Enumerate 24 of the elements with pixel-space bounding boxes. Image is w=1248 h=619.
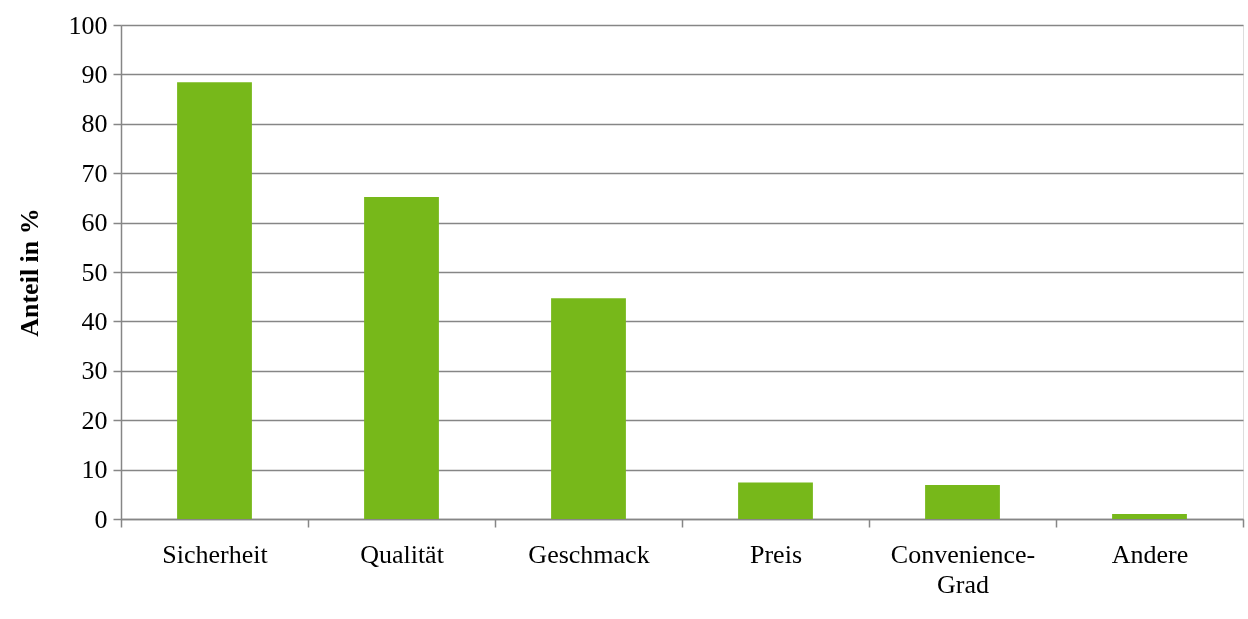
x-tick-label: Convenience-Grad	[890, 539, 1036, 599]
y-tick-label: 40	[81, 306, 108, 336]
x-tick-label: Sicherheit	[162, 539, 269, 569]
y-tick-label: 70	[81, 158, 108, 188]
x-tick-label: Geschmack	[528, 539, 650, 569]
y-tick-label: 0	[94, 504, 108, 534]
bar	[738, 482, 813, 519]
y-tick-label: 90	[81, 59, 108, 89]
x-tick-label: Andere	[1111, 539, 1189, 569]
x-tick-label: Qualität	[360, 539, 445, 569]
y-axis-title: Anteil in %	[14, 208, 44, 337]
bar	[177, 82, 252, 519]
bar	[925, 484, 1000, 519]
y-tick-label: 20	[81, 405, 108, 435]
y-tick-label: 100	[68, 10, 108, 40]
x-tick-label: Preis	[750, 539, 802, 569]
y-tick-label: 10	[81, 455, 108, 485]
bar	[1112, 514, 1187, 519]
bar	[551, 298, 626, 519]
y-tick-label: 50	[81, 257, 108, 287]
y-tick-label: 60	[81, 208, 108, 238]
bar	[364, 196, 439, 519]
y-tick-label: 30	[81, 356, 108, 386]
y-tick-label: 80	[81, 109, 108, 139]
